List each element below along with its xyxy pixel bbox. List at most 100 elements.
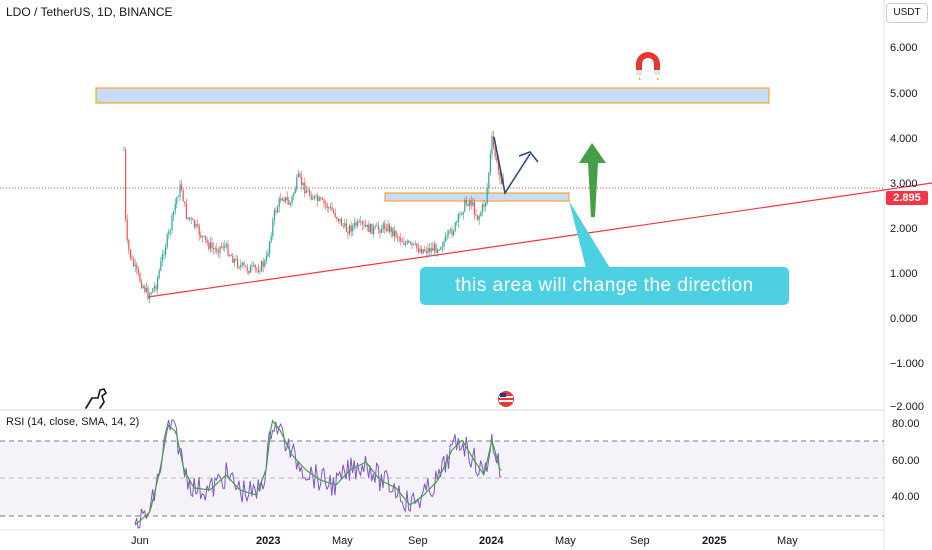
candle-body bbox=[395, 230, 397, 237]
candle-body bbox=[390, 227, 392, 232]
candle-body bbox=[462, 211, 464, 215]
rsi-axis[interactable]: 80.00 60.00 40.00 bbox=[892, 418, 920, 503]
candle-body bbox=[251, 265, 253, 267]
candle-body bbox=[166, 234, 168, 248]
candle-body bbox=[405, 243, 407, 245]
candle-body bbox=[421, 248, 423, 254]
candle-body bbox=[128, 240, 130, 250]
candle-body bbox=[416, 243, 418, 249]
candle-body bbox=[485, 202, 487, 207]
magnet-icon[interactable] bbox=[636, 52, 660, 80]
candle-body bbox=[464, 200, 466, 212]
candle-body bbox=[446, 234, 448, 237]
candle-body bbox=[310, 194, 312, 200]
candle-body bbox=[261, 261, 263, 272]
trendline[interactable] bbox=[147, 182, 932, 298]
time-label: 2025 bbox=[702, 535, 726, 547]
candle-body bbox=[302, 182, 304, 186]
candle-body bbox=[187, 217, 189, 219]
candle-body bbox=[371, 224, 373, 235]
candle-body bbox=[225, 244, 227, 246]
price-label: 4.000 bbox=[890, 133, 918, 145]
candle-body bbox=[333, 210, 335, 213]
candle-body bbox=[169, 230, 171, 232]
rsi-legend[interactable]: RSI (14, close, SMA, 14, 2) bbox=[6, 416, 140, 428]
candle-body bbox=[232, 256, 234, 263]
annotation-callout[interactable]: this area will change the direction bbox=[420, 267, 789, 305]
candle-body bbox=[454, 222, 456, 232]
candle-body bbox=[361, 221, 363, 225]
candle-body bbox=[488, 172, 490, 189]
candle-body bbox=[481, 204, 483, 213]
candle-body bbox=[377, 225, 379, 230]
candle-body bbox=[240, 264, 242, 268]
candle-body bbox=[216, 248, 218, 252]
candle-body bbox=[235, 258, 237, 260]
time-label: Sep bbox=[630, 535, 650, 547]
candle-body bbox=[425, 251, 427, 253]
candle-body bbox=[269, 241, 271, 254]
candle-body bbox=[433, 244, 435, 251]
candle-body bbox=[265, 256, 267, 261]
candle-body bbox=[422, 249, 424, 254]
candle-body bbox=[483, 204, 485, 207]
candle-body bbox=[475, 214, 477, 216]
candle-body bbox=[437, 249, 439, 253]
candle-body bbox=[144, 286, 146, 292]
candle-body bbox=[259, 271, 261, 273]
candle-body bbox=[445, 236, 447, 242]
candle-body bbox=[229, 255, 231, 256]
candle-body bbox=[299, 173, 301, 177]
rsi-axis-label: 40.00 bbox=[892, 491, 920, 503]
candle-body bbox=[301, 176, 303, 186]
candle-body bbox=[152, 288, 154, 293]
candle-body bbox=[129, 249, 131, 258]
candle-body bbox=[291, 196, 293, 204]
candle-body bbox=[195, 224, 197, 227]
support-zone[interactable] bbox=[384, 192, 570, 202]
candle-body bbox=[238, 266, 240, 268]
projection-arrowhead bbox=[518, 151, 539, 163]
candle-body bbox=[134, 264, 136, 267]
candle-body bbox=[221, 246, 223, 248]
candle-body bbox=[331, 206, 333, 211]
candle-body bbox=[209, 242, 211, 249]
candle-body bbox=[368, 224, 370, 233]
candle-body bbox=[123, 149, 125, 151]
dinosaur-icon[interactable] bbox=[85, 388, 108, 409]
candle-body bbox=[155, 286, 157, 290]
symbol-title[interactable]: LDO / TetherUS, 1D, BINANCE bbox=[6, 5, 173, 19]
candle-body bbox=[176, 197, 178, 204]
candle-body bbox=[365, 224, 367, 227]
time-label: 2023 bbox=[256, 535, 280, 547]
candle-body bbox=[203, 235, 205, 237]
candle-body bbox=[496, 157, 498, 161]
candle-body bbox=[406, 240, 408, 244]
candle-body bbox=[241, 262, 243, 265]
us-flag-icon[interactable] bbox=[498, 391, 514, 407]
candle-body bbox=[363, 224, 365, 226]
candle-body bbox=[339, 218, 341, 222]
candle-body bbox=[126, 219, 128, 241]
candle-body bbox=[384, 223, 386, 230]
candle-body bbox=[217, 251, 219, 253]
time-label: May bbox=[777, 535, 798, 547]
price-axis[interactable]: 6.000 5.000 4.000 3.000 2.000 1.000 0.00… bbox=[890, 42, 924, 413]
time-label: May bbox=[332, 535, 353, 547]
candle-body bbox=[137, 269, 139, 274]
green-up-arrow[interactable] bbox=[579, 143, 606, 217]
candle-body bbox=[200, 235, 202, 238]
time-axis[interactable]: Jun 2023 May Sep 2024 May Sep 2025 May bbox=[0, 529, 884, 547]
currency-selector[interactable]: USDT bbox=[886, 3, 928, 23]
candle-body bbox=[347, 231, 349, 234]
candle-body bbox=[345, 223, 347, 232]
resistance-zone[interactable] bbox=[95, 87, 770, 104]
candle-body bbox=[280, 198, 282, 201]
candle-body bbox=[323, 199, 325, 204]
candle-body bbox=[486, 188, 488, 203]
candle-body bbox=[491, 135, 493, 154]
rsi-axis-label: 80.00 bbox=[892, 418, 920, 430]
projection-path[interactable] bbox=[493, 136, 531, 196]
candle-body bbox=[393, 230, 395, 236]
